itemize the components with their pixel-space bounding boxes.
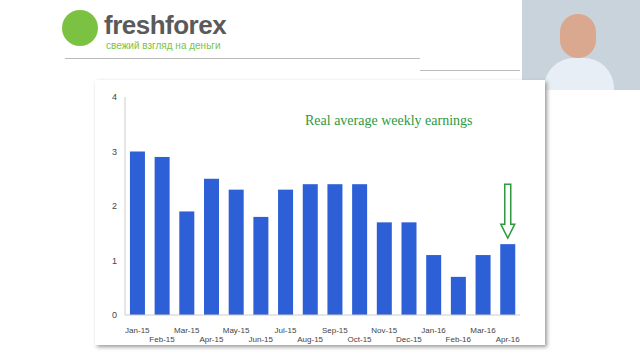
- svg-text:Dec-15: Dec-15: [396, 335, 422, 344]
- svg-text:4: 4: [112, 92, 117, 102]
- svg-text:Apr-15: Apr-15: [199, 335, 224, 344]
- svg-text:May-15: May-15: [223, 326, 250, 335]
- svg-text:Jan-15: Jan-15: [125, 326, 150, 335]
- svg-text:2: 2: [112, 201, 117, 211]
- svg-text:Feb-15: Feb-15: [149, 335, 175, 344]
- svg-text:0: 0: [112, 310, 117, 320]
- svg-text:Aug-15: Aug-15: [297, 335, 323, 344]
- svg-text:Sep-15: Sep-15: [322, 326, 348, 335]
- svg-text:Oct-15: Oct-15: [348, 335, 373, 344]
- svg-text:Feb-16: Feb-16: [446, 335, 472, 344]
- svg-text:Nov-15: Nov-15: [371, 326, 397, 335]
- html-text:freshforex: freshforex: [104, 10, 227, 40]
- svg-text:Jun-15: Jun-15: [249, 335, 274, 344]
- svg-text:Jan-16: Jan-16: [421, 326, 446, 335]
- svg-text:Mar-16: Mar-16: [470, 326, 496, 335]
- svg-text:Apr-16: Apr-16: [496, 335, 521, 344]
- html-text:свежий взгляд на деньги: свежий взгляд на деньги: [106, 40, 221, 51]
- svg-text:3: 3: [112, 147, 117, 157]
- svg-text:1: 1: [112, 256, 117, 266]
- html-text:Real average weekly earnings: Real average weekly earnings: [305, 113, 473, 128]
- svg-text:Jul-15: Jul-15: [275, 326, 297, 335]
- svg-text:Mar-15: Mar-15: [174, 326, 200, 335]
